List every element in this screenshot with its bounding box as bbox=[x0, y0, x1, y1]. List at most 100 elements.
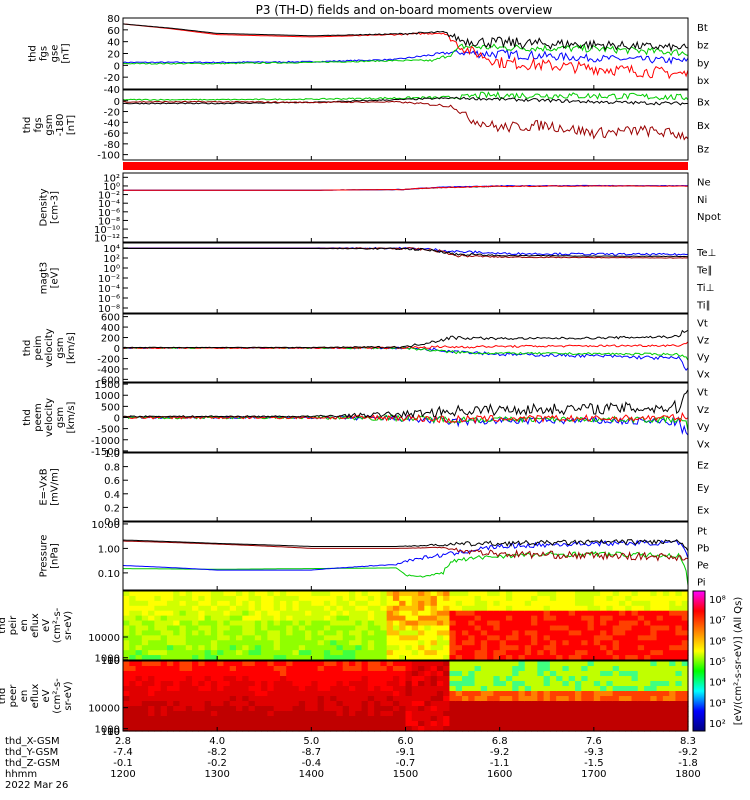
series-Pb bbox=[122, 540, 689, 562]
heatmap-cell bbox=[618, 620, 626, 627]
heatmap-cell bbox=[443, 721, 451, 727]
heatmap-cell bbox=[537, 625, 545, 632]
heatmap-cell bbox=[625, 666, 633, 672]
heatmap-cell bbox=[386, 721, 394, 727]
y-axis-label: magt3[eV] bbox=[39, 262, 61, 295]
heatmap-cell bbox=[154, 701, 162, 707]
heatmap-cell bbox=[399, 671, 407, 677]
heatmap-cell bbox=[192, 655, 199, 661]
heatmap-cell bbox=[644, 650, 651, 656]
heatmap-cell bbox=[480, 615, 488, 622]
heatmap-cell bbox=[581, 600, 589, 607]
heatmap-cell bbox=[399, 686, 407, 692]
heatmap-cell bbox=[349, 661, 356, 667]
heatmap-cell bbox=[342, 591, 350, 597]
heatmap-cell bbox=[317, 640, 325, 646]
heatmap-cell bbox=[505, 595, 513, 602]
heatmap-cell bbox=[254, 711, 262, 717]
legend-Pb: Pb bbox=[697, 544, 709, 555]
y-tick-label: 10 bbox=[107, 727, 120, 738]
heatmap-cell bbox=[135, 591, 143, 597]
heatmap-cell bbox=[148, 706, 155, 712]
heatmap-cell bbox=[455, 655, 463, 661]
heatmap-cell bbox=[336, 635, 344, 641]
heatmap-cell bbox=[625, 635, 633, 641]
heatmap-cell bbox=[418, 706, 425, 712]
heatmap-cell bbox=[575, 595, 582, 602]
heatmap-cell bbox=[135, 716, 143, 722]
heatmap-cell bbox=[141, 600, 149, 607]
heatmap-cell bbox=[681, 671, 689, 677]
heatmap-cell bbox=[593, 671, 601, 677]
heatmap-cell bbox=[549, 655, 557, 661]
heatmap-cell bbox=[531, 595, 538, 602]
heatmap-cell bbox=[192, 650, 199, 656]
heatmap-cell bbox=[374, 591, 381, 597]
heatmap-cell bbox=[166, 701, 174, 707]
heatmap-cell bbox=[330, 721, 338, 727]
heatmap-cell bbox=[480, 666, 488, 672]
heatmap-cell bbox=[223, 701, 231, 707]
heatmap-cell bbox=[305, 635, 312, 641]
heatmap-cell bbox=[204, 605, 212, 612]
heatmap-cell bbox=[305, 696, 312, 702]
heatmap-cell bbox=[499, 645, 507, 651]
heatmap-cell bbox=[349, 691, 356, 697]
heatmap-cell bbox=[644, 676, 651, 682]
heatmap-cell bbox=[279, 615, 287, 622]
heatmap-cell bbox=[179, 625, 187, 632]
heatmap-cell bbox=[123, 686, 130, 692]
heatmap-cell bbox=[129, 671, 137, 677]
heatmap-cell bbox=[405, 630, 413, 636]
heatmap-cell bbox=[323, 666, 331, 672]
heatmap-cell bbox=[543, 706, 551, 712]
heatmap-cell bbox=[305, 686, 312, 692]
series-bx bbox=[122, 48, 689, 65]
heatmap-cell bbox=[279, 595, 287, 602]
heatmap-cell bbox=[600, 620, 607, 627]
heatmap-cell bbox=[217, 605, 225, 612]
heatmap-cell bbox=[474, 676, 482, 682]
heatmap-cell bbox=[361, 650, 369, 656]
heatmap-cell bbox=[524, 681, 532, 687]
heatmap-cell bbox=[612, 701, 620, 707]
heatmap-cell bbox=[644, 625, 651, 632]
heatmap-cell bbox=[575, 666, 582, 672]
heatmap-cell bbox=[160, 635, 168, 641]
heatmap-cell bbox=[267, 625, 275, 632]
heatmap-cell bbox=[292, 686, 300, 692]
heatmap-cell bbox=[418, 691, 425, 697]
heatmap-cell bbox=[443, 610, 451, 617]
heatmap-cell bbox=[192, 706, 199, 712]
heatmap-cell bbox=[487, 595, 494, 602]
heatmap-cell bbox=[254, 681, 262, 687]
heatmap-cell bbox=[286, 681, 294, 687]
heatmap-cell bbox=[669, 620, 677, 627]
heatmap-cell bbox=[273, 686, 281, 692]
heatmap-cell bbox=[386, 706, 394, 712]
heatmap-cell bbox=[581, 605, 589, 612]
heatmap-cell bbox=[644, 630, 651, 636]
heatmap-cell bbox=[292, 666, 300, 672]
heatmap-cell bbox=[581, 625, 589, 632]
heatmap-cell bbox=[210, 681, 218, 687]
heatmap-cell bbox=[436, 696, 444, 702]
heatmap-cell bbox=[229, 620, 237, 627]
heatmap-cell bbox=[637, 640, 645, 646]
heatmap-cell bbox=[411, 610, 419, 617]
y-axis-label-line: thd bbox=[22, 409, 33, 426]
heatmap-cell bbox=[386, 711, 394, 717]
heatmap-cell bbox=[593, 706, 601, 712]
heatmap-cell bbox=[531, 591, 538, 597]
heatmap-cell bbox=[637, 655, 645, 661]
heatmap-cell bbox=[179, 711, 187, 717]
heatmap-cell bbox=[179, 620, 187, 627]
heatmap-cell bbox=[443, 605, 451, 612]
heatmap-cell bbox=[518, 691, 526, 697]
heatmap-cell bbox=[254, 671, 262, 677]
heatmap-cell bbox=[386, 726, 394, 732]
heatmap-cell bbox=[436, 591, 444, 597]
heatmap-cell bbox=[681, 595, 689, 602]
y-axis-label-line: gsm bbox=[44, 114, 55, 135]
heatmap-cell bbox=[593, 650, 601, 656]
